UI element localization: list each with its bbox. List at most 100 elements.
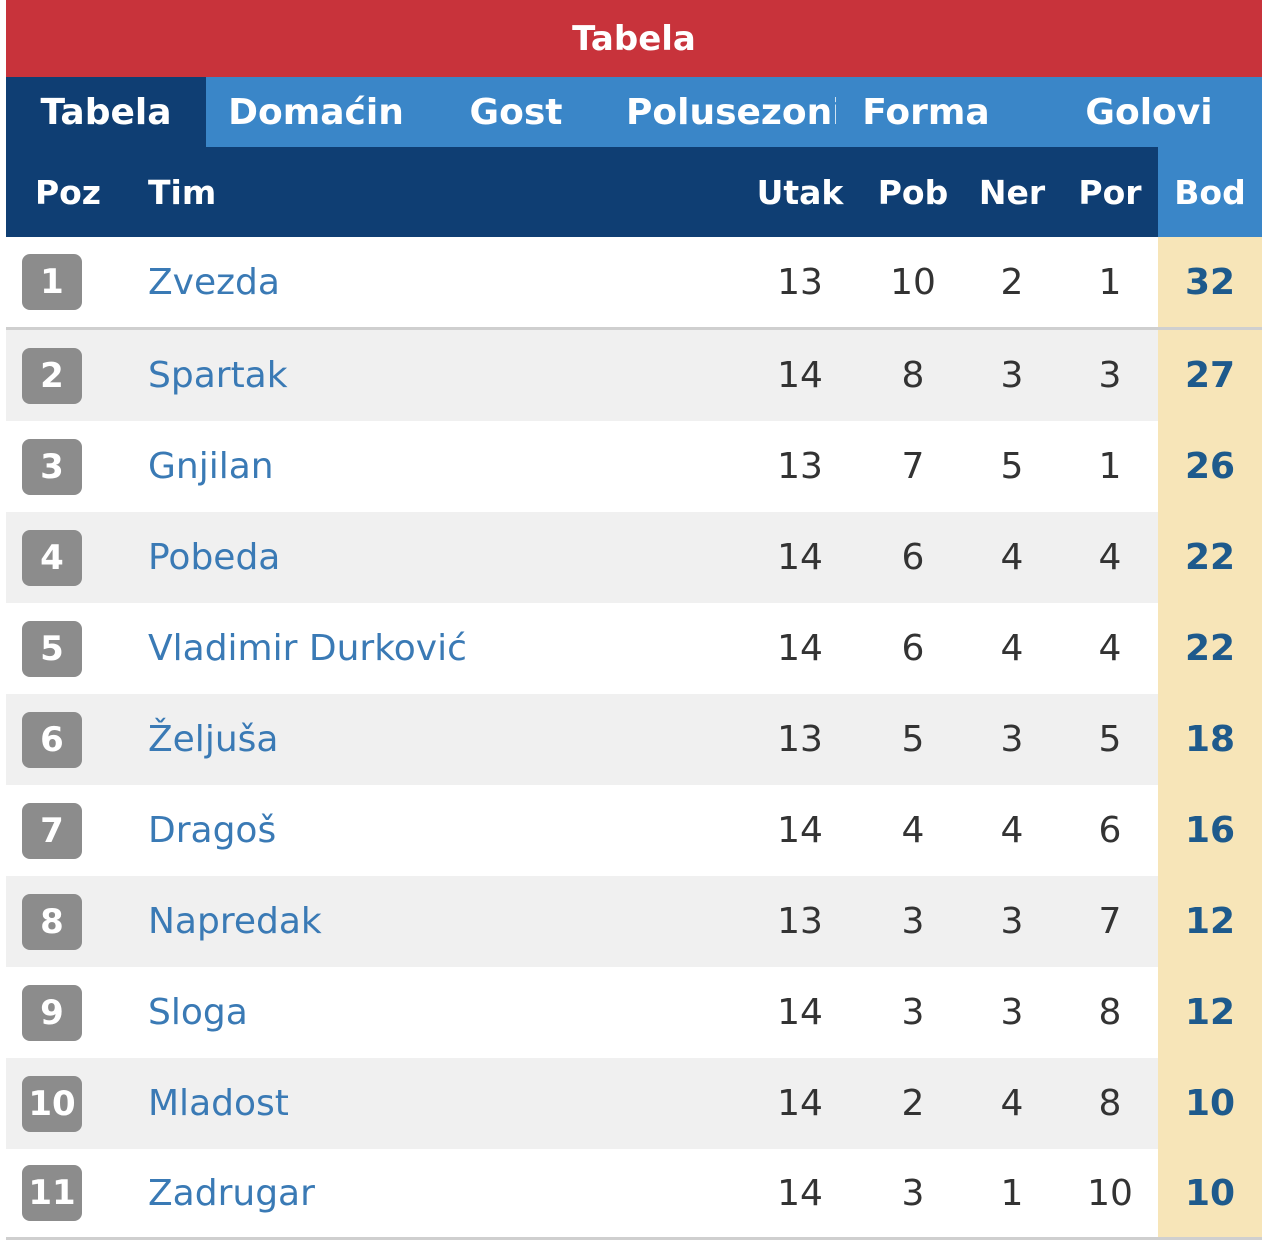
tab[interactable]: Tabela	[6, 77, 206, 147]
position-badge: 8	[22, 893, 82, 950]
stat: 7	[901, 446, 925, 487]
stat: 4	[1000, 1083, 1024, 1124]
stat: 1	[1000, 1172, 1024, 1214]
team-name[interactable]: Gnjilan	[148, 446, 274, 487]
position-cell: 7	[6, 785, 130, 876]
position-badge: 2	[22, 347, 82, 404]
table-row: 4 Pobeda 14 6 4 4 22	[6, 512, 1262, 603]
stat: 2	[901, 1083, 925, 1124]
points: 22	[1158, 603, 1262, 694]
team-name[interactable]: Vladimir Durković	[148, 628, 467, 669]
stat: 5	[901, 719, 925, 760]
team-name[interactable]: Napredak	[148, 901, 322, 942]
team-name[interactable]: Dragoš	[148, 810, 277, 851]
stat: 4	[1000, 537, 1024, 578]
position-badge: 3	[22, 438, 82, 495]
team-name[interactable]: Zadrugar	[148, 1172, 315, 1214]
position-badge: 9	[22, 984, 82, 1041]
tab[interactable]: Golovi	[1085, 91, 1213, 133]
table-row: 10 Mladost 14 2 4 8 10	[6, 1058, 1262, 1149]
tab[interactable]: Gost	[469, 91, 563, 133]
points: 32	[1158, 237, 1262, 327]
column-header: Poz	[34, 172, 102, 212]
table-row: 9 Sloga 14 3 3 8 12	[6, 967, 1262, 1058]
points: 10	[1158, 1149, 1262, 1237]
stat: 3	[1000, 719, 1024, 760]
table-header: Poz Tim Utak Pob Ner Por Bod	[6, 147, 1262, 237]
stat: 3	[1000, 355, 1024, 396]
column-header: Utak	[756, 172, 844, 212]
position-cell: 4	[6, 512, 130, 603]
team-name[interactable]: Mladost	[148, 1083, 289, 1124]
tab-bar: Tabela Domaćin Gost Polusezoni Forma Golovi	[6, 77, 1262, 147]
column-header: Pob	[877, 172, 949, 212]
stat: 3	[901, 1172, 925, 1214]
column-header: Por	[1078, 172, 1142, 212]
points: 26	[1158, 421, 1262, 512]
stat: 4	[1098, 628, 1122, 669]
column-header: Tim	[148, 172, 217, 212]
points: 12	[1158, 967, 1262, 1058]
stat: 8	[1098, 1083, 1122, 1124]
stat: 6	[901, 537, 925, 578]
stat: 13	[777, 261, 823, 303]
position-badge: 6	[22, 711, 82, 768]
stat: 3	[901, 992, 925, 1033]
stat: 4	[1098, 537, 1122, 578]
stat: 10	[890, 261, 936, 303]
position-cell: 10	[6, 1058, 130, 1149]
team-name[interactable]: Spartak	[148, 355, 288, 396]
table-row: 3 Gnjilan 13 7 5 1 26	[6, 421, 1262, 512]
table-row: 11 Zadrugar 14 3 1 10 10	[6, 1149, 1262, 1240]
stat: 14	[777, 810, 823, 851]
position-badge: 7	[22, 802, 82, 859]
table-row: 5 Vladimir Durković 14 6 4 4 22	[6, 603, 1262, 694]
position-cell: 2	[6, 330, 130, 421]
table-body: 1 Zvezda 13 10 2 1 32 2 Spartak 14 8 3 3 27 3 Gnjilan 13…	[6, 237, 1262, 1250]
position-cell: 8	[6, 876, 130, 967]
team-name[interactable]: Sloga	[148, 992, 248, 1033]
stat: 3	[1000, 901, 1024, 942]
position-badge: 4	[22, 529, 82, 586]
position-badge: 10	[22, 1075, 82, 1132]
stat: 5	[1000, 446, 1024, 487]
points: 27	[1158, 330, 1262, 421]
stat: 14	[777, 355, 823, 396]
position-badge: 5	[22, 620, 82, 677]
stat: 10	[1087, 1172, 1133, 1214]
stat: 14	[777, 1083, 823, 1124]
points: 22	[1158, 512, 1262, 603]
team-name[interactable]: Željuša	[148, 719, 279, 760]
stat: 14	[777, 628, 823, 669]
position-cell: 5	[6, 603, 130, 694]
stat: 14	[777, 537, 823, 578]
stat: 14	[777, 1172, 823, 1214]
position-badge: 1	[22, 254, 82, 310]
team-name[interactable]: Pobeda	[148, 537, 281, 578]
stat: 4	[901, 810, 925, 851]
points: 18	[1158, 694, 1262, 785]
table-row: 2 Spartak 14 8 3 3 27	[6, 330, 1262, 421]
stat: 6	[1098, 810, 1122, 851]
stat: 13	[777, 446, 823, 487]
stat: 6	[901, 628, 925, 669]
tab[interactable]: Polusezoni	[626, 91, 836, 133]
table-row: 7 Dragoš 14 4 4 6 16	[6, 785, 1262, 876]
position-cell: 3	[6, 421, 130, 512]
table-row: 6 Željuša 13 5 3 5 18	[6, 694, 1262, 785]
stat: 14	[777, 992, 823, 1033]
tab[interactable]: Forma	[862, 91, 990, 133]
stat: 8	[901, 355, 925, 396]
stat: 3	[1000, 992, 1024, 1033]
table-row: 8 Napredak 13 3 3 7 12	[6, 876, 1262, 967]
position-cell: 11	[6, 1149, 130, 1237]
stat: 13	[777, 901, 823, 942]
points: 10	[1158, 1058, 1262, 1149]
position-cell: 6	[6, 694, 130, 785]
tab[interactable]: Domaćin	[228, 91, 404, 133]
stat: 8	[1098, 992, 1122, 1033]
position-cell: 9	[6, 967, 130, 1058]
team-name[interactable]: Zvezda	[148, 261, 280, 303]
position-cell: 1	[6, 237, 130, 327]
